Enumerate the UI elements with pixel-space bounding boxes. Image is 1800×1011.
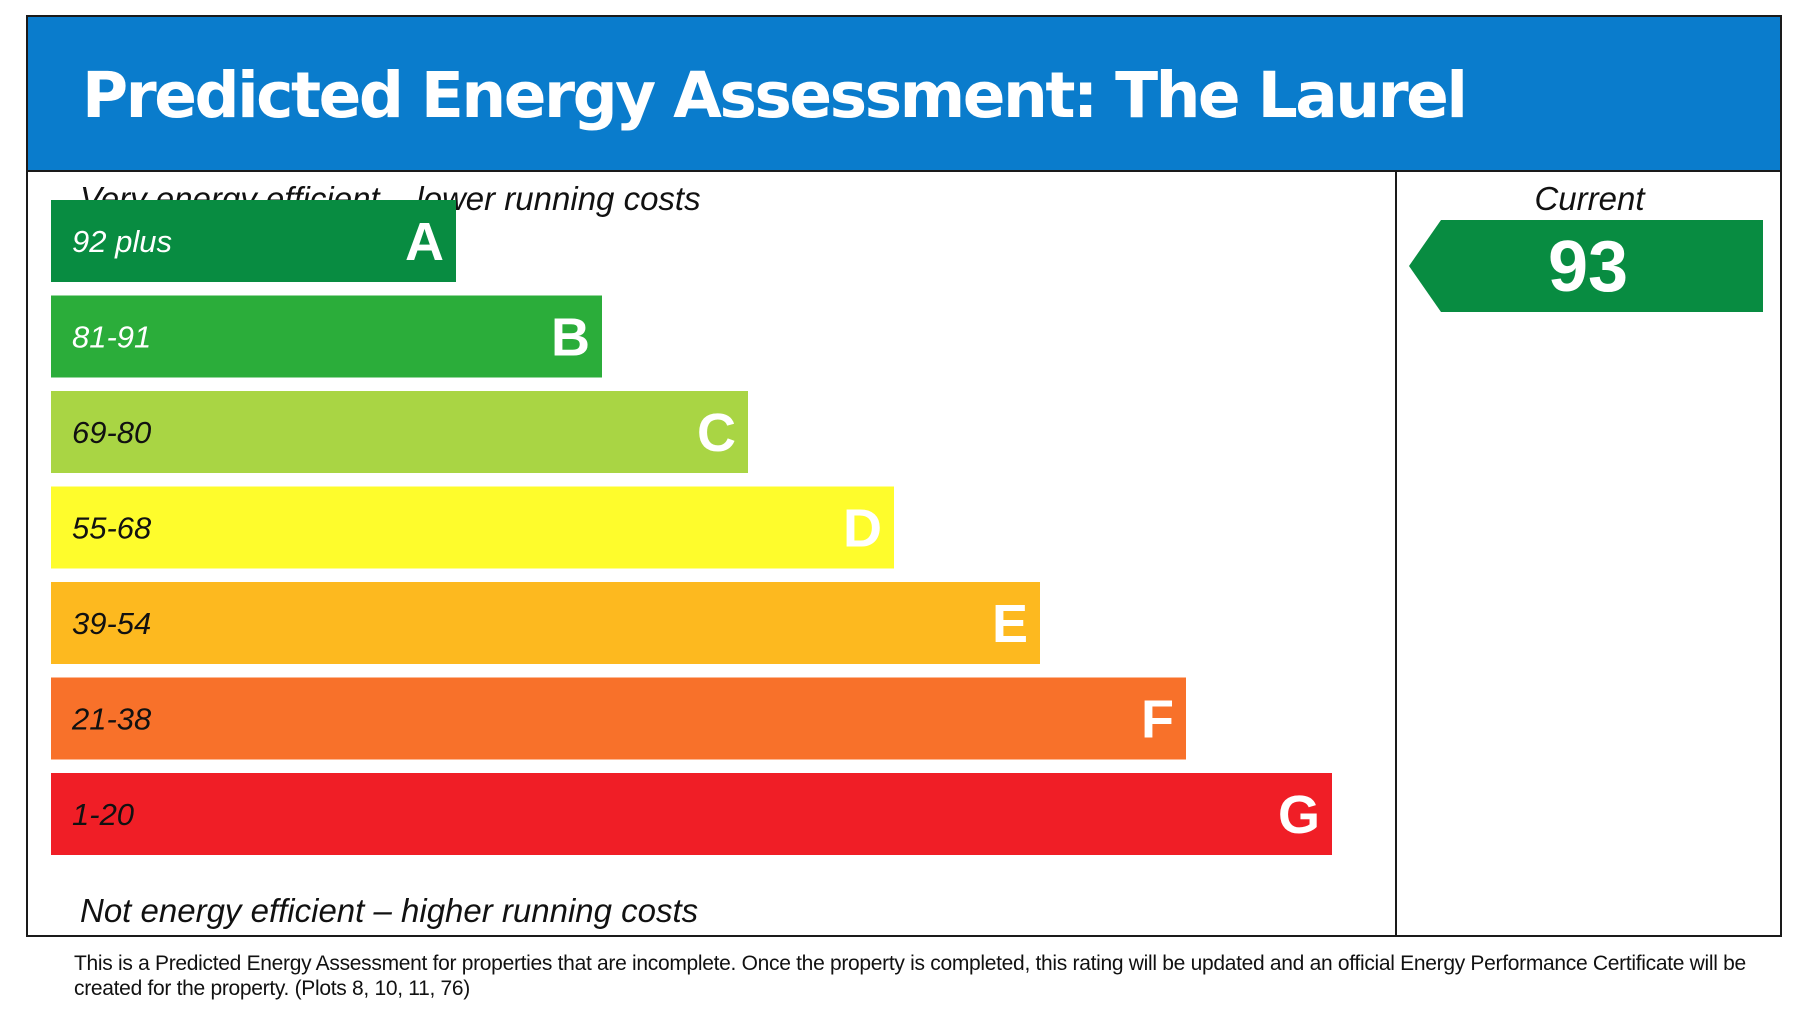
band-bar-e [51,582,1040,664]
band-range-label: 81-91 [72,320,151,355]
band-letter: A [405,212,444,272]
band-range-label: 92 plus [72,224,172,259]
current-rating-arrow [1409,220,1763,312]
band-e: 39-54 E [51,582,1040,664]
band-c: 69-80 C [51,391,748,473]
band-a: 92 plus A [51,200,456,282]
band-bar-g [51,773,1332,855]
band-letter: G [1278,785,1320,845]
band-f: 21-38 F [51,677,1186,760]
epc-frame: Predicted Energy Assessment: The Laurel … [26,15,1782,937]
band-d: 55-68 D [51,486,894,569]
band-g: 1-20 G [51,773,1332,855]
band-bar-d [51,486,894,569]
rating-bands-chart: 92 plus A 81-91 B 69-80 C 55-68 D 39-54 E 21-38 F 1-… [51,200,1332,855]
current-column-label: Current [1534,180,1645,217]
column-divider [1395,172,1397,935]
band-bar-a [51,200,456,282]
band-bar-f [51,677,1186,760]
band-range-label: 69-80 [72,415,151,450]
band-bar-b [51,295,602,378]
band-letter: E [992,594,1028,654]
band-letter: D [843,499,882,559]
current-rating-indicator: 93 [1409,220,1763,312]
inefficient-note: Not energy efficient – higher running co… [80,892,699,929]
band-letter: C [697,403,736,463]
current-rating-value: 93 [1548,227,1628,307]
band-b: 81-91 B [51,295,602,378]
band-letter: B [551,308,590,368]
band-letter: F [1141,690,1174,750]
band-range-label: 1-20 [72,797,134,832]
header-bar: Predicted Energy Assessment: The Laurel [28,17,1780,172]
band-range-label: 21-38 [71,702,152,737]
band-range-label: 55-68 [72,511,152,546]
page-title: Predicted Energy Assessment: The Laurel [82,59,1468,132]
footnote: This is a Predicted Energy Assessment fo… [74,952,1746,1000]
band-bar-c [51,391,748,473]
band-range-label: 39-54 [72,606,151,641]
